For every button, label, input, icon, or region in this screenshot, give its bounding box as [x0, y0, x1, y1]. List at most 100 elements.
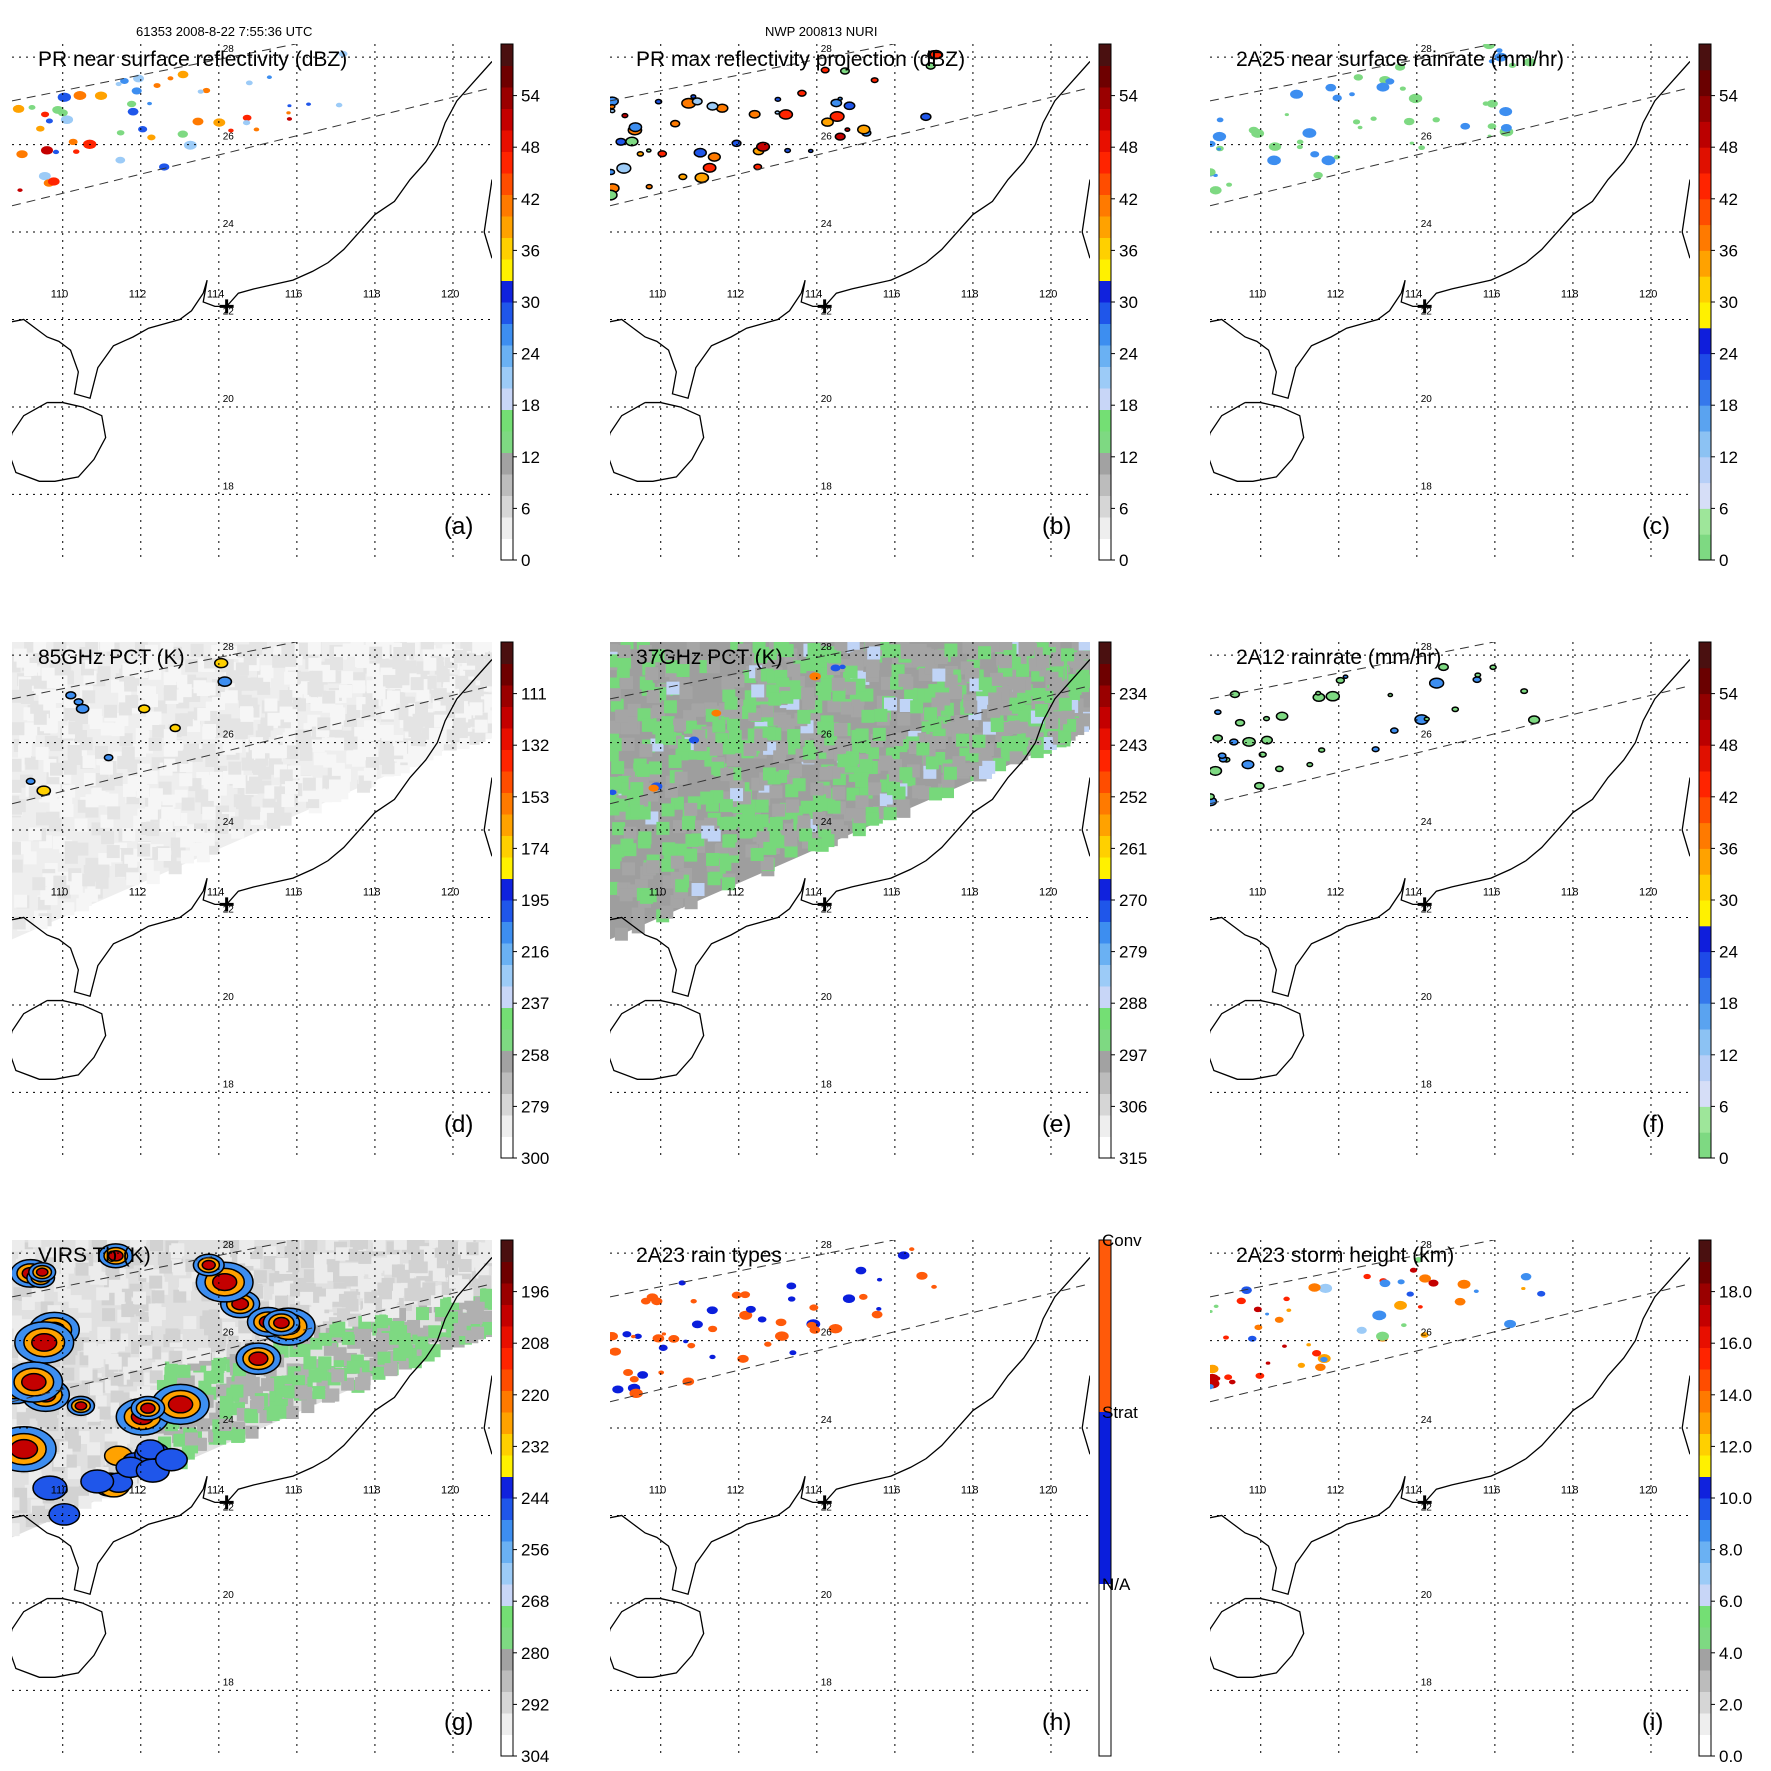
swath-cell [684, 848, 698, 862]
swath-cell [610, 802, 620, 816]
swath-cell [928, 719, 942, 733]
colorbar-tick-label: 6 [1719, 499, 1728, 518]
swath-cell [28, 1240, 42, 1248]
rain-cell [1282, 1344, 1287, 1348]
lon-tick-label: 112 [1327, 887, 1345, 899]
swath-cell [944, 643, 958, 657]
colorbar-segment [1699, 456, 1711, 484]
lat-tick-label: 28 [223, 1240, 235, 1251]
colorbar-segment [501, 1541, 513, 1563]
swath-cell [139, 1345, 153, 1359]
swath-cell [429, 1240, 443, 1250]
rain-cell [740, 1291, 751, 1299]
swath-cell [164, 758, 178, 772]
rain-cell [1489, 664, 1497, 671]
rain-cell [12, 1438, 39, 1460]
colorbar-tick-label: 2.0 [1719, 1695, 1743, 1714]
swath-cell [33, 711, 47, 725]
rain-cell [38, 171, 51, 181]
coastline [12, 659, 492, 998]
rain-cell [909, 1247, 915, 1251]
swath-cell [937, 692, 951, 706]
swath-cell [159, 819, 173, 833]
rain-cell [120, 77, 129, 85]
swath-cell [685, 833, 699, 847]
swath-cell [467, 691, 481, 705]
rain-cell [1376, 1331, 1389, 1341]
taiwan-coastline [1681, 179, 1690, 259]
panel-label: (a) [444, 513, 473, 540]
swath-cell [132, 1252, 146, 1266]
lat-tick-label: 28 [821, 1240, 833, 1251]
colorbar-segment [1699, 1390, 1711, 1413]
swath-cell [652, 705, 666, 719]
colorbar-segment [501, 345, 513, 367]
swath-cell [244, 1408, 258, 1422]
lat-tick-label: 22 [1421, 1502, 1433, 1513]
colorbar-tick-label: 8.0 [1719, 1541, 1743, 1560]
rain-cell [177, 70, 189, 79]
rain-cell [1214, 709, 1222, 716]
rain-cell [634, 1333, 642, 1339]
swath-cell [852, 823, 866, 837]
swath-cell [432, 1268, 446, 1282]
coastline [1210, 61, 1690, 400]
rain-cell [764, 1341, 772, 1347]
colorbar-segment [1099, 1115, 1111, 1137]
swath-cell [610, 688, 621, 702]
swath-cell [978, 646, 992, 660]
colorbar-segment [1099, 685, 1111, 707]
colorbar-segment [1699, 1713, 1711, 1735]
swath-cell [610, 848, 622, 862]
swath-cell [932, 668, 946, 682]
colorbar-tick-label: 232 [521, 1437, 549, 1456]
swath-cell [122, 828, 136, 842]
lon-tick-label: 114 [207, 887, 225, 899]
swath-cell [789, 763, 803, 777]
swath-cell [53, 642, 67, 655]
swath-cell [827, 800, 841, 814]
swath-cell [475, 642, 489, 655]
swath-edge [1210, 1283, 1690, 1403]
swath-cell [50, 762, 64, 776]
rain-cell [1389, 727, 1399, 734]
swath-edge [12, 642, 299, 700]
swath-cell [164, 743, 178, 757]
swath-cell [890, 733, 904, 747]
colorbar-segment [1099, 345, 1111, 367]
colorbar-segment [1699, 848, 1711, 875]
swath-cell [466, 652, 480, 666]
swath-cell [724, 696, 738, 710]
swath-cell [668, 754, 682, 768]
lon-tick-label: 120 [441, 887, 459, 899]
rain-cell [731, 1291, 742, 1299]
lat-tick-label: 28 [1421, 642, 1433, 653]
swath-cell [624, 716, 638, 730]
swath-cell [17, 841, 31, 855]
swath-cell [797, 815, 811, 829]
rain-cell [1229, 738, 1239, 746]
swath-cell [944, 674, 958, 688]
swath-cell [610, 748, 619, 762]
rain-cell [657, 150, 668, 158]
swath-cell [300, 1250, 314, 1264]
colorbar-segment [1699, 1080, 1711, 1107]
swath-cell [392, 1283, 406, 1297]
swath-cell [18, 679, 32, 693]
swath-cell [241, 1240, 255, 1252]
rain-cell [775, 1318, 787, 1327]
colorbar-tick-label: 54 [521, 87, 540, 106]
rain-cell [652, 1334, 665, 1343]
swath-cell [303, 1356, 317, 1370]
swath-cell [1008, 720, 1022, 734]
swath-cell [681, 816, 695, 830]
taiwan-coastline [1681, 1375, 1690, 1455]
swath-cell [173, 1289, 187, 1303]
swath-cell [1058, 730, 1072, 744]
rain-cell [133, 74, 145, 83]
rain-cell [897, 1251, 910, 1260]
colorbar-tick-label: 0 [1719, 1149, 1728, 1168]
lon-tick-label: 118 [363, 289, 381, 301]
colorbar-tick-label: 132 [521, 736, 549, 755]
colorbar-segment [1699, 44, 1711, 71]
